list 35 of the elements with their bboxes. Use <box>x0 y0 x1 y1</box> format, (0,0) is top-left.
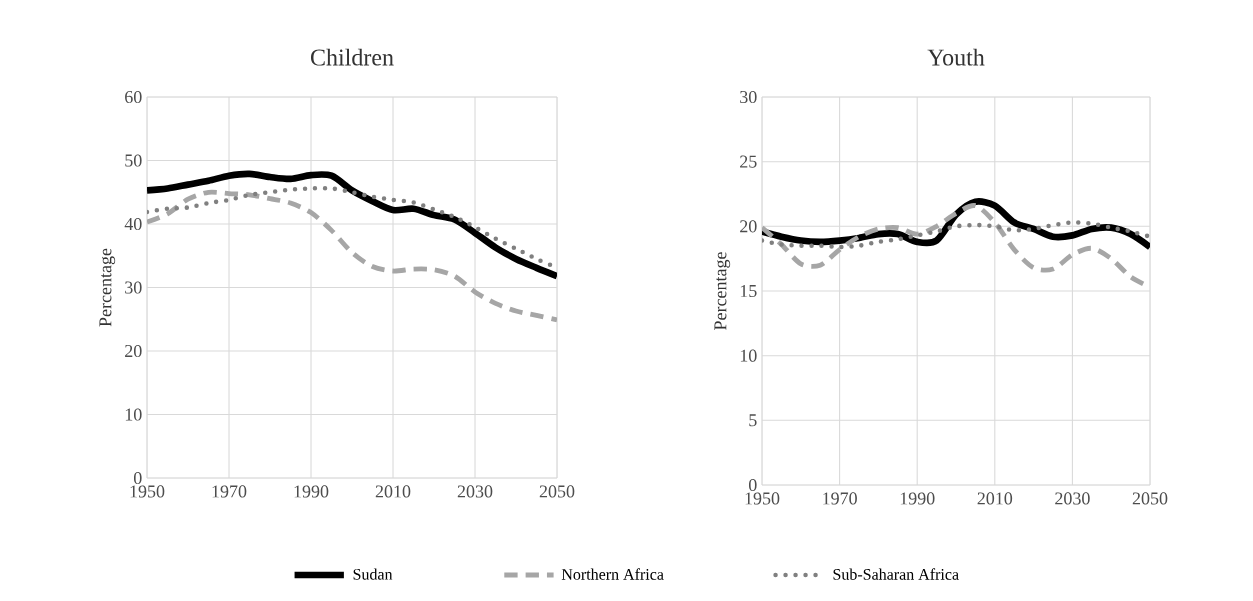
x-tick-label: 2030 <box>457 485 493 498</box>
line-series <box>147 189 558 323</box>
x-tick-label: 2050 <box>539 485 575 498</box>
y-tick-label: 40 <box>124 217 142 231</box>
y-tick-label: 5 <box>749 414 757 427</box>
x-tick-label: 1950 <box>130 485 165 498</box>
line-series <box>762 220 1150 250</box>
y-tick-label: 0 <box>133 471 142 485</box>
y-tick-label: 25 <box>740 155 757 168</box>
y-tick-label: 0 <box>748 478 757 492</box>
y-tick-label: 50 <box>125 154 142 167</box>
x-tick-label: 2030 <box>1055 492 1090 505</box>
x-tick-label: 2050 <box>1132 492 1168 505</box>
y-axis-title: Percentage <box>99 248 116 327</box>
y-tick-label: 30 <box>125 281 142 294</box>
y-tick-label: 60 <box>125 90 142 104</box>
chart-title: Children <box>310 48 394 66</box>
x-tick-label: 1970 <box>212 485 247 498</box>
x-tick-label: 2010 <box>375 485 411 498</box>
y-tick-label: 30 <box>740 90 757 104</box>
x-tick-label: 1970 <box>823 492 857 505</box>
x-tick-label: 2010 <box>977 492 1013 505</box>
y-tick-label: 10 <box>125 408 142 421</box>
legend-label: Sub-Saharan Africa <box>833 568 959 580</box>
legend-label: Sudan <box>353 568 393 580</box>
y-tick-label: 20 <box>125 344 142 358</box>
legend-label: Northern Africa <box>561 568 664 580</box>
x-tick-label: 1950 <box>745 492 780 505</box>
y-tick-label: 10 <box>740 349 757 362</box>
x-tick-label: 1990 <box>900 492 935 505</box>
chart-title: Youth <box>927 48 985 66</box>
x-tick-label: 1990 <box>294 485 329 498</box>
y-tick-label: 15 <box>740 284 757 298</box>
y-tick-label: 20 <box>740 220 757 233</box>
y-axis-title: Percentage <box>714 252 731 330</box>
